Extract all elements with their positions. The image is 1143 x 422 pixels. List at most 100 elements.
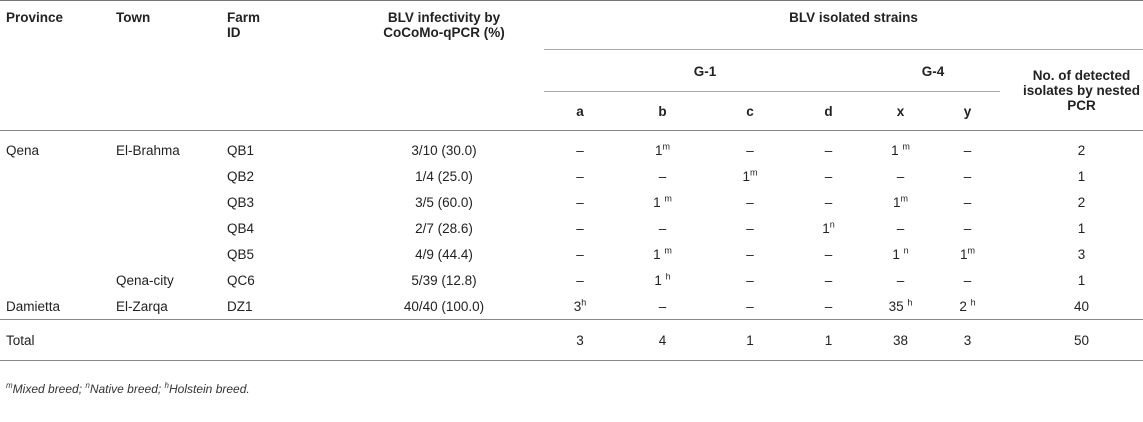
strain-b-cell: 1 m <box>616 189 709 215</box>
breed-sup: h <box>970 297 976 307</box>
infectivity-header: BLV infectivity by CoCoMo-qPCR (%) <box>383 10 505 40</box>
strain-c-value: – <box>746 272 754 288</box>
strain-d-cell: – <box>791 293 866 320</box>
province-cell <box>0 241 116 267</box>
strain-a-value: 3 <box>573 298 582 314</box>
strain-a-value: – <box>576 168 584 184</box>
province-header: Province <box>6 10 64 25</box>
strain-c-cell: – <box>709 189 791 215</box>
strain-y-cell: – <box>935 267 1000 293</box>
footnote-h-text: Holstein breed. <box>169 382 250 396</box>
strain-d-value: – <box>824 298 833 314</box>
strain-b-value: 1 <box>653 194 665 210</box>
strain-b-cell: 1m <box>616 131 709 164</box>
infectivity-cell: 1/4 (25.0) <box>415 168 473 184</box>
strain-d-cell: – <box>791 163 866 189</box>
strain-y-value: 1 <box>959 246 968 262</box>
strain-a-cell: 3h <box>544 293 616 320</box>
total-detected: 50 <box>1074 332 1090 348</box>
infectivity-cell: 3/5 (60.0) <box>415 194 473 210</box>
detected-cell: 2 <box>1077 142 1086 158</box>
footnote-n-sup: n <box>85 381 90 390</box>
strain-b-cell: 1 m <box>616 241 709 267</box>
farm-id-cell: QB3 <box>227 194 255 210</box>
town-cell: El-Brahma <box>116 142 180 158</box>
strain-x-value: 1 <box>891 142 903 158</box>
farm-id-cell: QB4 <box>227 220 255 236</box>
infectivity-cell: 2/7 (28.6) <box>415 220 473 236</box>
col-y-header: y <box>963 103 972 119</box>
province-cell <box>0 267 116 293</box>
detected-cell: 1 <box>1077 220 1086 236</box>
strain-y-value: – <box>963 168 972 184</box>
strain-d-cell: – <box>791 267 866 293</box>
blv-table: Province Town Farm ID BLV infectivity by… <box>0 0 1143 361</box>
strain-a-value: – <box>576 246 584 262</box>
col-b-header: b <box>658 103 667 119</box>
strain-x-value: – <box>896 168 905 184</box>
breed-sup: m <box>664 245 672 255</box>
strain-x-cell: – <box>866 163 935 189</box>
total-a: 3 <box>576 332 584 348</box>
strain-x-cell: 35 h <box>866 293 935 320</box>
g1-header: G-1 <box>544 50 866 92</box>
strain-a-cell: – <box>544 215 616 241</box>
strain-x-value: – <box>896 272 905 288</box>
strain-c-cell: – <box>709 215 791 241</box>
strain-c-cell: – <box>709 267 791 293</box>
strain-x-cell: – <box>866 215 935 241</box>
table-row: QB3 3/5 (60.0) –1 m – –1m –2 <box>0 189 1143 215</box>
strain-b-value: – <box>658 168 667 184</box>
strain-c-cell: – <box>709 131 791 164</box>
col-d-header: d <box>824 103 833 119</box>
strain-x-value: – <box>896 220 905 236</box>
town-cell <box>116 215 227 241</box>
header-row-2: G-1 G-4 No. of detected isolates by nest… <box>0 50 1143 113</box>
town-cell <box>116 163 227 189</box>
strain-c-value: – <box>746 142 754 158</box>
strain-y-cell: – <box>935 215 1000 241</box>
strain-c-cell: 1m <box>709 163 791 189</box>
strain-y-cell: – <box>935 189 1000 215</box>
footnote-m-text: Mixed breed; <box>12 382 86 396</box>
strain-b-cell: – <box>616 215 709 241</box>
footnote-h-sup: h <box>164 381 169 390</box>
strain-b-cell: 1 h <box>616 267 709 293</box>
breed-sup: n <box>903 245 909 255</box>
strain-d-value: – <box>824 194 833 210</box>
strain-c-value: – <box>746 246 754 262</box>
province-cell <box>0 163 116 189</box>
total-y: 3 <box>963 332 972 348</box>
strain-c-cell: – <box>709 293 791 320</box>
infectivity-cell: 4/9 (44.4) <box>415 246 473 262</box>
detected-cell: 1 <box>1077 168 1086 184</box>
table-row: QB2 1/4 (25.0) – –1m – – –1 <box>0 163 1143 189</box>
breed-sup: h <box>665 271 671 281</box>
strain-a-cell: – <box>544 267 616 293</box>
strain-y-cell: – <box>935 163 1000 189</box>
breed-sup: m <box>664 193 672 203</box>
strain-d-value: – <box>824 168 833 184</box>
strain-y-cell: – <box>935 131 1000 164</box>
farm-id-cell: QB5 <box>227 246 255 262</box>
breed-sup: m <box>900 193 909 203</box>
detected-cell: 3 <box>1077 246 1086 262</box>
header-row-1: Province Town Farm ID BLV infectivity by… <box>0 0 1143 51</box>
strain-a-cell: – <box>544 131 616 164</box>
province-cell <box>0 189 116 215</box>
detected-cell: 1 <box>1077 272 1086 288</box>
strain-y-value: – <box>963 272 972 288</box>
total-c: 1 <box>746 332 754 348</box>
breed-sup: m <box>967 245 976 255</box>
infectivity-cell: 5/39 (12.8) <box>411 272 477 288</box>
table-row: Qena El-Brahma QB1 3/10 (30.0) –1m – –1 m –2 <box>0 131 1143 164</box>
farm-id-cell: QC6 <box>227 272 255 288</box>
strain-a-cell: – <box>544 163 616 189</box>
strain-a-value: – <box>576 194 584 210</box>
total-row: Total 3 4 1 1 38 3 50 <box>0 319 1143 361</box>
strain-d-cell: 1n <box>791 215 866 241</box>
total-x: 38 <box>892 332 909 348</box>
col-c-header: c <box>746 103 754 119</box>
strain-b-cell: – <box>616 163 709 189</box>
